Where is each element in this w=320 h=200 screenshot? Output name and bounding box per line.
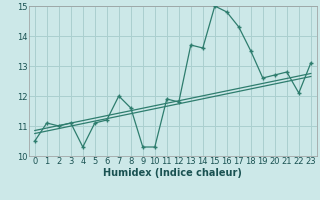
X-axis label: Humidex (Indice chaleur): Humidex (Indice chaleur) — [103, 168, 242, 178]
